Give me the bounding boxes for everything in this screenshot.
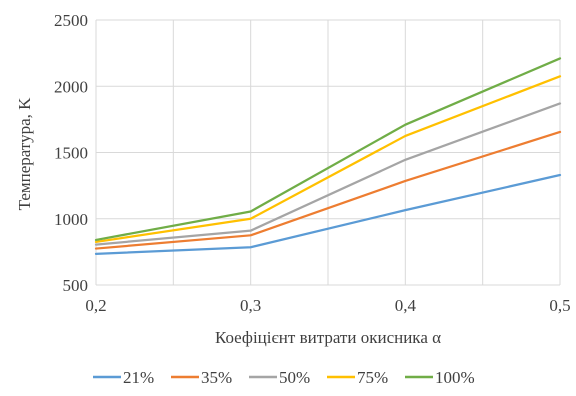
series-line-75pct [94,75,562,244]
legend-label: 35% [201,368,232,387]
series-line-21pct [94,173,562,255]
y-tick-label: 1000 [54,210,88,229]
series-line-50pct [94,102,562,246]
legend-label: 50% [279,368,310,387]
x-tick-label: 0,4 [395,296,417,315]
x-tick-label: 0,2 [85,296,106,315]
x-tick-label: 0,3 [240,296,261,315]
y-axis-label: Температура, K [15,97,34,211]
series-lines [94,57,562,255]
grid-lines [95,19,561,286]
series-line-100pct [94,57,562,242]
y-axis-ticks: 500 1000 1500 2000 2500 [54,11,88,295]
x-axis-ticks: 0,2 0,3 0,4 0,5 [85,296,570,315]
x-axis-label: Коефіцієнт витрати окисника α [215,328,441,347]
y-tick-label: 2000 [54,77,88,96]
legend-label: 75% [357,368,388,387]
legend: 21% 35% 50% 75% 100% [93,368,475,387]
y-tick-label: 500 [63,276,89,295]
legend-label: 21% [123,368,154,387]
x-tick-label: 0,5 [549,296,570,315]
y-tick-label: 1500 [54,144,88,163]
series-line-35pct [94,130,562,250]
y-tick-label: 2500 [54,11,88,30]
legend-label: 100% [435,368,475,387]
